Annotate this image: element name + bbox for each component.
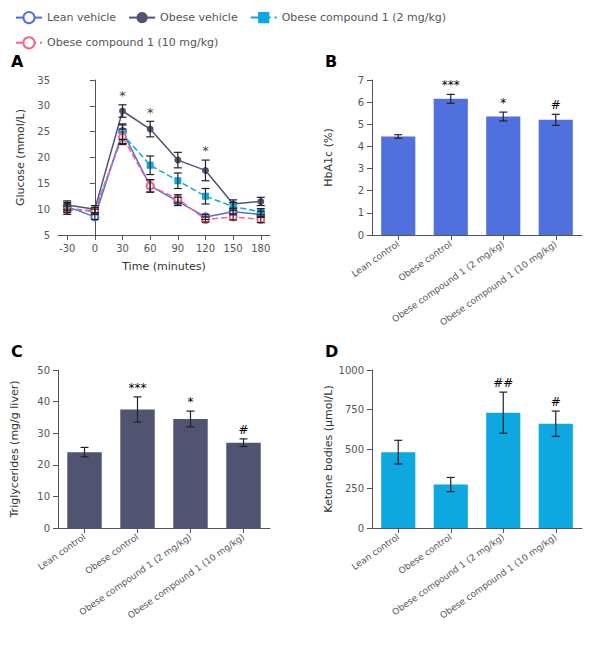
svg-text:Time (minutes): Time (minutes) bbox=[121, 260, 206, 273]
svg-text:Obese compound 1 (2 mg/kg): Obese compound 1 (2 mg/kg) bbox=[390, 531, 507, 618]
svg-text:1000: 1000 bbox=[339, 365, 364, 376]
svg-text:6: 6 bbox=[358, 97, 364, 108]
svg-text:Obese compound 1 (10 mg/kg): Obese compound 1 (10 mg/kg) bbox=[438, 532, 559, 621]
svg-text:A: A bbox=[11, 52, 24, 71]
svg-text:Obese control: Obese control bbox=[83, 532, 140, 576]
svg-text:Obese compound 1 (10 mg/kg): Obese compound 1 (10 mg/kg) bbox=[438, 239, 559, 328]
svg-text:30: 30 bbox=[37, 428, 50, 439]
svg-text:Obese vehicle: Obese vehicle bbox=[160, 11, 238, 24]
svg-text:90: 90 bbox=[171, 243, 184, 254]
svg-text:Obese compound 1 (2 mg/kg): Obese compound 1 (2 mg/kg) bbox=[282, 11, 446, 24]
svg-text:#: # bbox=[551, 395, 561, 409]
svg-text:*: * bbox=[188, 395, 194, 409]
svg-text:D: D bbox=[325, 342, 338, 361]
svg-text:Lean control: Lean control bbox=[350, 239, 401, 279]
svg-text:180: 180 bbox=[251, 243, 270, 254]
svg-text:Glucose (mmol/L): Glucose (mmol/L) bbox=[14, 109, 27, 206]
svg-text:0: 0 bbox=[44, 523, 50, 534]
svg-text:120: 120 bbox=[196, 243, 215, 254]
svg-text:1: 1 bbox=[358, 207, 364, 218]
svg-text:Ketone bodies (μmol/L): Ketone bodies (μmol/L) bbox=[322, 385, 335, 512]
svg-text:750: 750 bbox=[345, 404, 364, 415]
svg-text:#: # bbox=[238, 423, 248, 437]
svg-text:25: 25 bbox=[37, 126, 50, 137]
svg-text:10: 10 bbox=[37, 491, 50, 502]
svg-text:*: * bbox=[119, 88, 126, 103]
svg-text:20: 20 bbox=[37, 152, 50, 163]
svg-text:B: B bbox=[325, 52, 337, 71]
svg-text:0: 0 bbox=[358, 230, 364, 241]
svg-text:20: 20 bbox=[37, 459, 50, 470]
svg-text:50: 50 bbox=[37, 365, 50, 376]
svg-text:*: * bbox=[147, 105, 154, 120]
svg-text:Lean control: Lean control bbox=[350, 532, 401, 572]
svg-text:Obese compound 1 (10 mg/kg): Obese compound 1 (10 mg/kg) bbox=[47, 36, 218, 49]
svg-text:*: * bbox=[500, 96, 506, 110]
svg-text:Obese control: Obese control bbox=[397, 239, 454, 283]
svg-text:0: 0 bbox=[92, 243, 98, 254]
svg-text:***: *** bbox=[129, 381, 147, 395]
svg-text:0: 0 bbox=[358, 523, 364, 534]
svg-text:Triglycerides (mg/g liver): Triglycerides (mg/g liver) bbox=[8, 381, 21, 519]
svg-text:3: 3 bbox=[358, 163, 364, 174]
svg-text:7: 7 bbox=[358, 75, 364, 86]
svg-text:5: 5 bbox=[44, 230, 50, 241]
svg-text:30: 30 bbox=[116, 243, 129, 254]
svg-text:Obese compound 1 (2 mg/kg): Obese compound 1 (2 mg/kg) bbox=[77, 531, 194, 618]
svg-text:35: 35 bbox=[37, 75, 50, 86]
svg-text:Lean control: Lean control bbox=[36, 532, 87, 572]
svg-text:HbA1c (%): HbA1c (%) bbox=[322, 128, 335, 186]
svg-text:250: 250 bbox=[345, 483, 364, 494]
svg-text:15: 15 bbox=[37, 178, 50, 189]
svg-text:***: *** bbox=[442, 78, 460, 92]
svg-text:30: 30 bbox=[37, 100, 50, 111]
svg-text:60: 60 bbox=[144, 243, 157, 254]
svg-text:Obese compound 1 (10 mg/kg): Obese compound 1 (10 mg/kg) bbox=[126, 532, 247, 621]
svg-text:#: # bbox=[551, 98, 561, 112]
svg-text:C: C bbox=[11, 342, 23, 361]
svg-text:##: ## bbox=[493, 376, 513, 390]
svg-text:10: 10 bbox=[37, 204, 50, 215]
svg-text:Obese control: Obese control bbox=[397, 532, 454, 576]
svg-text:2: 2 bbox=[358, 185, 364, 196]
svg-text:40: 40 bbox=[37, 396, 50, 407]
svg-text:*: * bbox=[202, 143, 209, 158]
svg-text:500: 500 bbox=[345, 444, 364, 455]
svg-text:5: 5 bbox=[358, 119, 364, 130]
svg-text:150: 150 bbox=[224, 243, 243, 254]
svg-text:Obese compound 1 (2 mg/kg): Obese compound 1 (2 mg/kg) bbox=[390, 238, 507, 325]
svg-text:-30: -30 bbox=[59, 243, 75, 254]
svg-text:4: 4 bbox=[358, 141, 364, 152]
svg-text:Lean vehicle: Lean vehicle bbox=[47, 11, 116, 24]
